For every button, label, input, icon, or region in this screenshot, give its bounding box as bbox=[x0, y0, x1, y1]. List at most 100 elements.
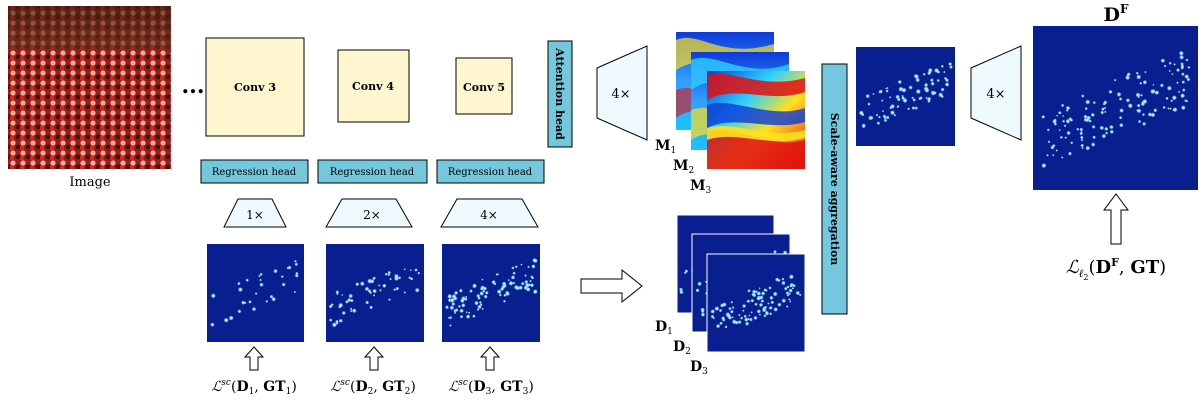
density-speckle bbox=[893, 113, 897, 117]
density-speckle bbox=[451, 294, 457, 299]
density-speckle bbox=[1173, 63, 1176, 66]
density-speckle bbox=[944, 82, 950, 87]
density-speckle bbox=[449, 297, 455, 303]
density-speckle bbox=[237, 281, 241, 286]
density-speckle bbox=[1160, 58, 1166, 63]
density-speckle bbox=[259, 278, 262, 282]
density-speckle bbox=[777, 302, 782, 307]
density-speckle bbox=[1090, 112, 1095, 117]
density-speckle bbox=[756, 309, 761, 314]
density-speckle bbox=[1055, 149, 1059, 152]
density-speckle bbox=[919, 96, 923, 100]
density-speckle bbox=[781, 280, 786, 286]
density-speckle bbox=[479, 303, 483, 306]
density-speckle bbox=[1116, 92, 1122, 97]
density-speckle bbox=[911, 106, 916, 110]
density-speckle bbox=[395, 286, 400, 291]
density-speckle bbox=[734, 320, 739, 325]
density-speckle bbox=[726, 313, 731, 318]
density-speckle bbox=[500, 286, 505, 291]
density-speckle bbox=[715, 323, 721, 329]
density-speckle bbox=[527, 265, 530, 269]
density-speckle bbox=[409, 277, 414, 281]
density-speckle bbox=[1184, 74, 1190, 79]
density-speckle bbox=[1052, 119, 1057, 124]
density-speckle bbox=[743, 314, 747, 318]
density-speckle bbox=[532, 258, 537, 263]
attention-map-3-label: M3 bbox=[690, 178, 712, 196]
density-speckle bbox=[886, 87, 889, 89]
density-speckle bbox=[248, 300, 252, 304]
aggregated-density-map bbox=[856, 47, 955, 146]
density-speckle bbox=[1159, 83, 1164, 88]
density-speckle bbox=[350, 309, 353, 313]
density-speckle bbox=[878, 115, 881, 119]
density-speckle bbox=[531, 264, 536, 269]
density-speckle bbox=[529, 279, 532, 283]
density-speckle bbox=[474, 300, 479, 306]
density-speckle bbox=[251, 306, 257, 312]
density-speckle bbox=[949, 65, 953, 69]
density-speckle bbox=[1064, 136, 1067, 139]
density-speckle bbox=[1142, 98, 1148, 105]
density-speckle bbox=[505, 290, 509, 295]
density-speckle bbox=[454, 290, 459, 295]
density-speckle bbox=[469, 289, 473, 293]
density-speckle bbox=[792, 284, 796, 288]
density-speckle bbox=[1171, 95, 1177, 101]
density-speckle bbox=[480, 287, 484, 291]
density-speckle bbox=[772, 291, 778, 297]
scale-loss-1: ℒsc(D1, GT1) bbox=[211, 378, 297, 397]
attention-map-3 bbox=[707, 71, 805, 169]
density-speckle bbox=[719, 321, 723, 326]
density-speckle bbox=[943, 70, 946, 74]
density-speckle bbox=[1091, 142, 1096, 147]
density-speckle bbox=[786, 291, 790, 295]
upsample-4x: 4× bbox=[440, 198, 539, 228]
density-speckle bbox=[760, 291, 766, 296]
density-speckle bbox=[328, 304, 333, 309]
density-speckle bbox=[461, 303, 466, 308]
density-speckle bbox=[1153, 108, 1158, 113]
density-speckle bbox=[769, 295, 774, 300]
density-speckle bbox=[795, 290, 801, 296]
density-speckle bbox=[447, 293, 453, 299]
density-speckle bbox=[728, 306, 732, 311]
density-speckle bbox=[1118, 116, 1123, 120]
density-speckle bbox=[679, 289, 684, 295]
density-speckle bbox=[1137, 95, 1141, 99]
density-speckle bbox=[748, 314, 751, 317]
density-speckle bbox=[875, 113, 879, 117]
density-speckle bbox=[1142, 113, 1145, 117]
density-speckle bbox=[930, 81, 935, 86]
scale-aware-aggregation: Scale-aware aggregation bbox=[821, 63, 848, 315]
density-speckle bbox=[922, 72, 926, 76]
density-speckle bbox=[1142, 80, 1148, 85]
density-speckle bbox=[924, 82, 929, 88]
density-speckle bbox=[351, 308, 357, 314]
density-speckle bbox=[1058, 129, 1061, 132]
attention-upsample-label: 4× bbox=[611, 87, 630, 102]
density-speckle bbox=[382, 283, 387, 288]
upsample-1x: 1× bbox=[223, 198, 287, 228]
density-speckle bbox=[1058, 111, 1062, 115]
upsample-1x-label: 1× bbox=[246, 208, 264, 222]
density-speckle bbox=[524, 279, 529, 284]
density-speckle bbox=[1081, 94, 1085, 98]
density-speckle bbox=[948, 62, 953, 66]
density-speckle bbox=[414, 287, 420, 293]
attention-upsample-4x: 4× bbox=[596, 45, 648, 141]
density-speckle bbox=[1144, 70, 1147, 74]
density-speckle bbox=[788, 274, 794, 280]
density-speckle bbox=[453, 311, 457, 314]
density-speckle bbox=[761, 307, 767, 313]
density-speckle bbox=[701, 309, 705, 314]
density-speckle bbox=[915, 88, 921, 95]
density-speckle bbox=[1139, 81, 1143, 85]
density-speckle bbox=[1180, 105, 1186, 111]
density-speckle bbox=[757, 295, 761, 299]
density-speckle bbox=[1092, 101, 1096, 105]
density-speckle bbox=[511, 266, 515, 270]
density-speckle bbox=[1152, 89, 1156, 93]
